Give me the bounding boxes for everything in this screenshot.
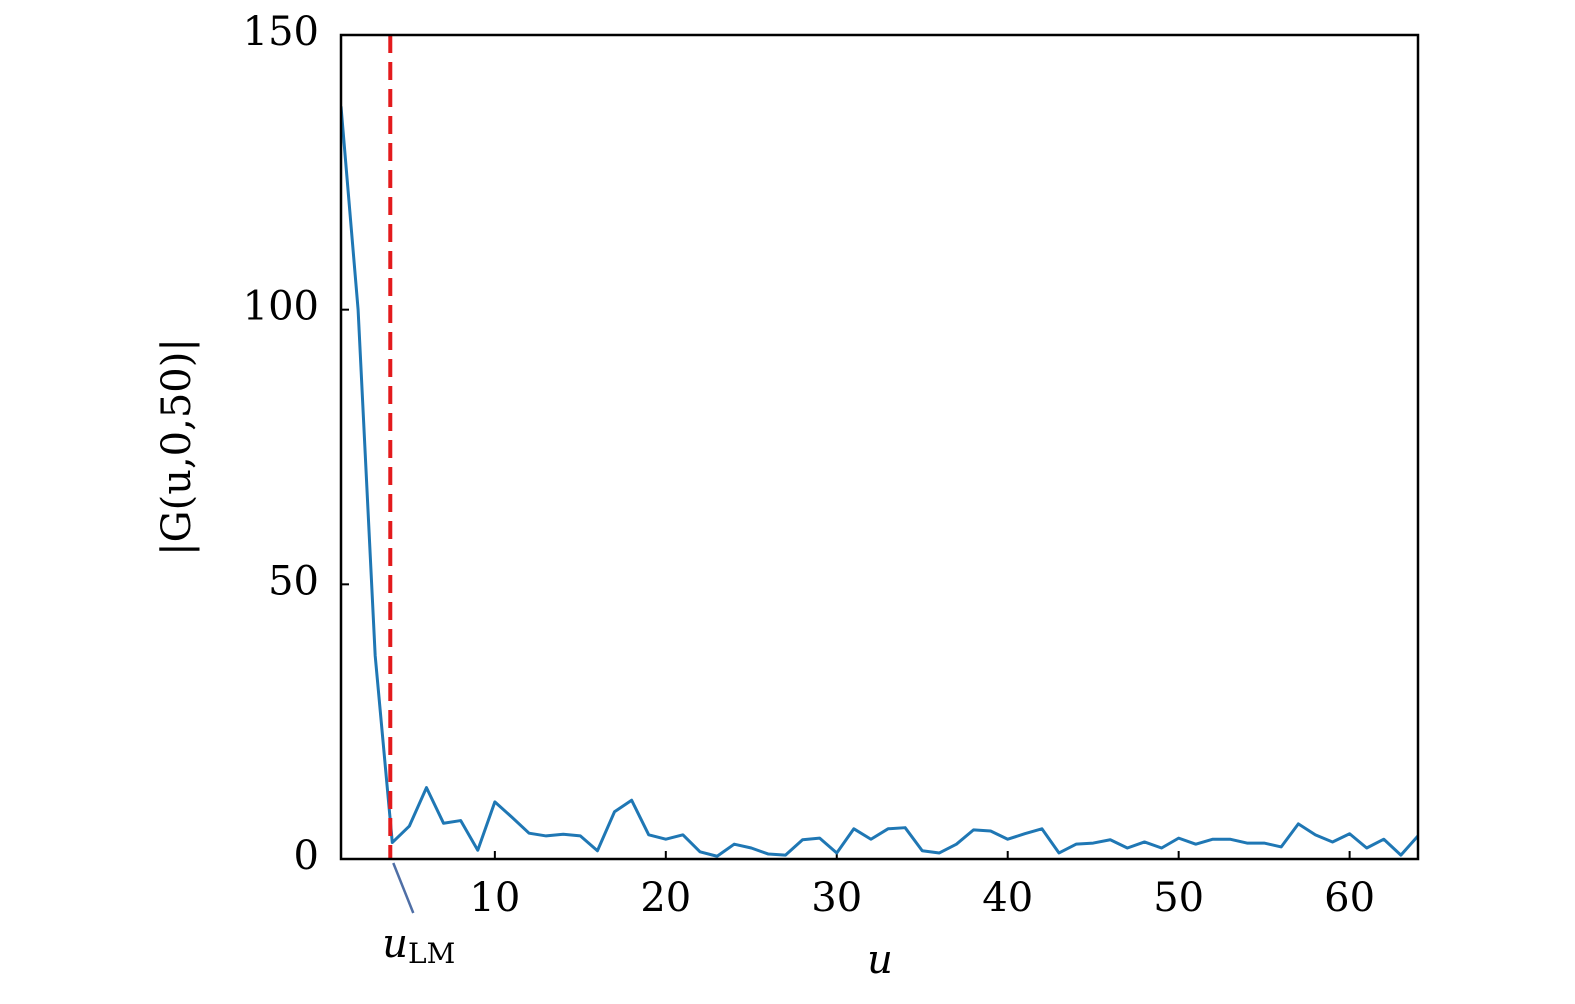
data-line xyxy=(341,106,1418,858)
y-tick-label: 100 xyxy=(243,284,319,330)
x-axis-label: u xyxy=(867,937,893,983)
y-tick-label: 150 xyxy=(243,9,319,55)
x-tick-label: 50 xyxy=(1153,875,1204,921)
x-tick-label: 10 xyxy=(469,875,520,921)
annotation-subscript: LM xyxy=(408,937,455,970)
x-tick-label: 20 xyxy=(640,875,691,921)
annotation-text: u xyxy=(382,921,408,967)
y-axis-label: |G(u,0,50)| xyxy=(154,338,200,556)
annotation-leader xyxy=(392,862,415,914)
y-tick-label: 0 xyxy=(294,833,319,879)
x-tick-label: 40 xyxy=(982,875,1033,921)
plot-frame xyxy=(339,33,1420,861)
x-tick-label: 60 xyxy=(1324,875,1375,921)
x-tick-label: 30 xyxy=(811,875,862,921)
annotation-label: uLM xyxy=(382,921,455,970)
y-tick-label: 50 xyxy=(268,558,319,604)
